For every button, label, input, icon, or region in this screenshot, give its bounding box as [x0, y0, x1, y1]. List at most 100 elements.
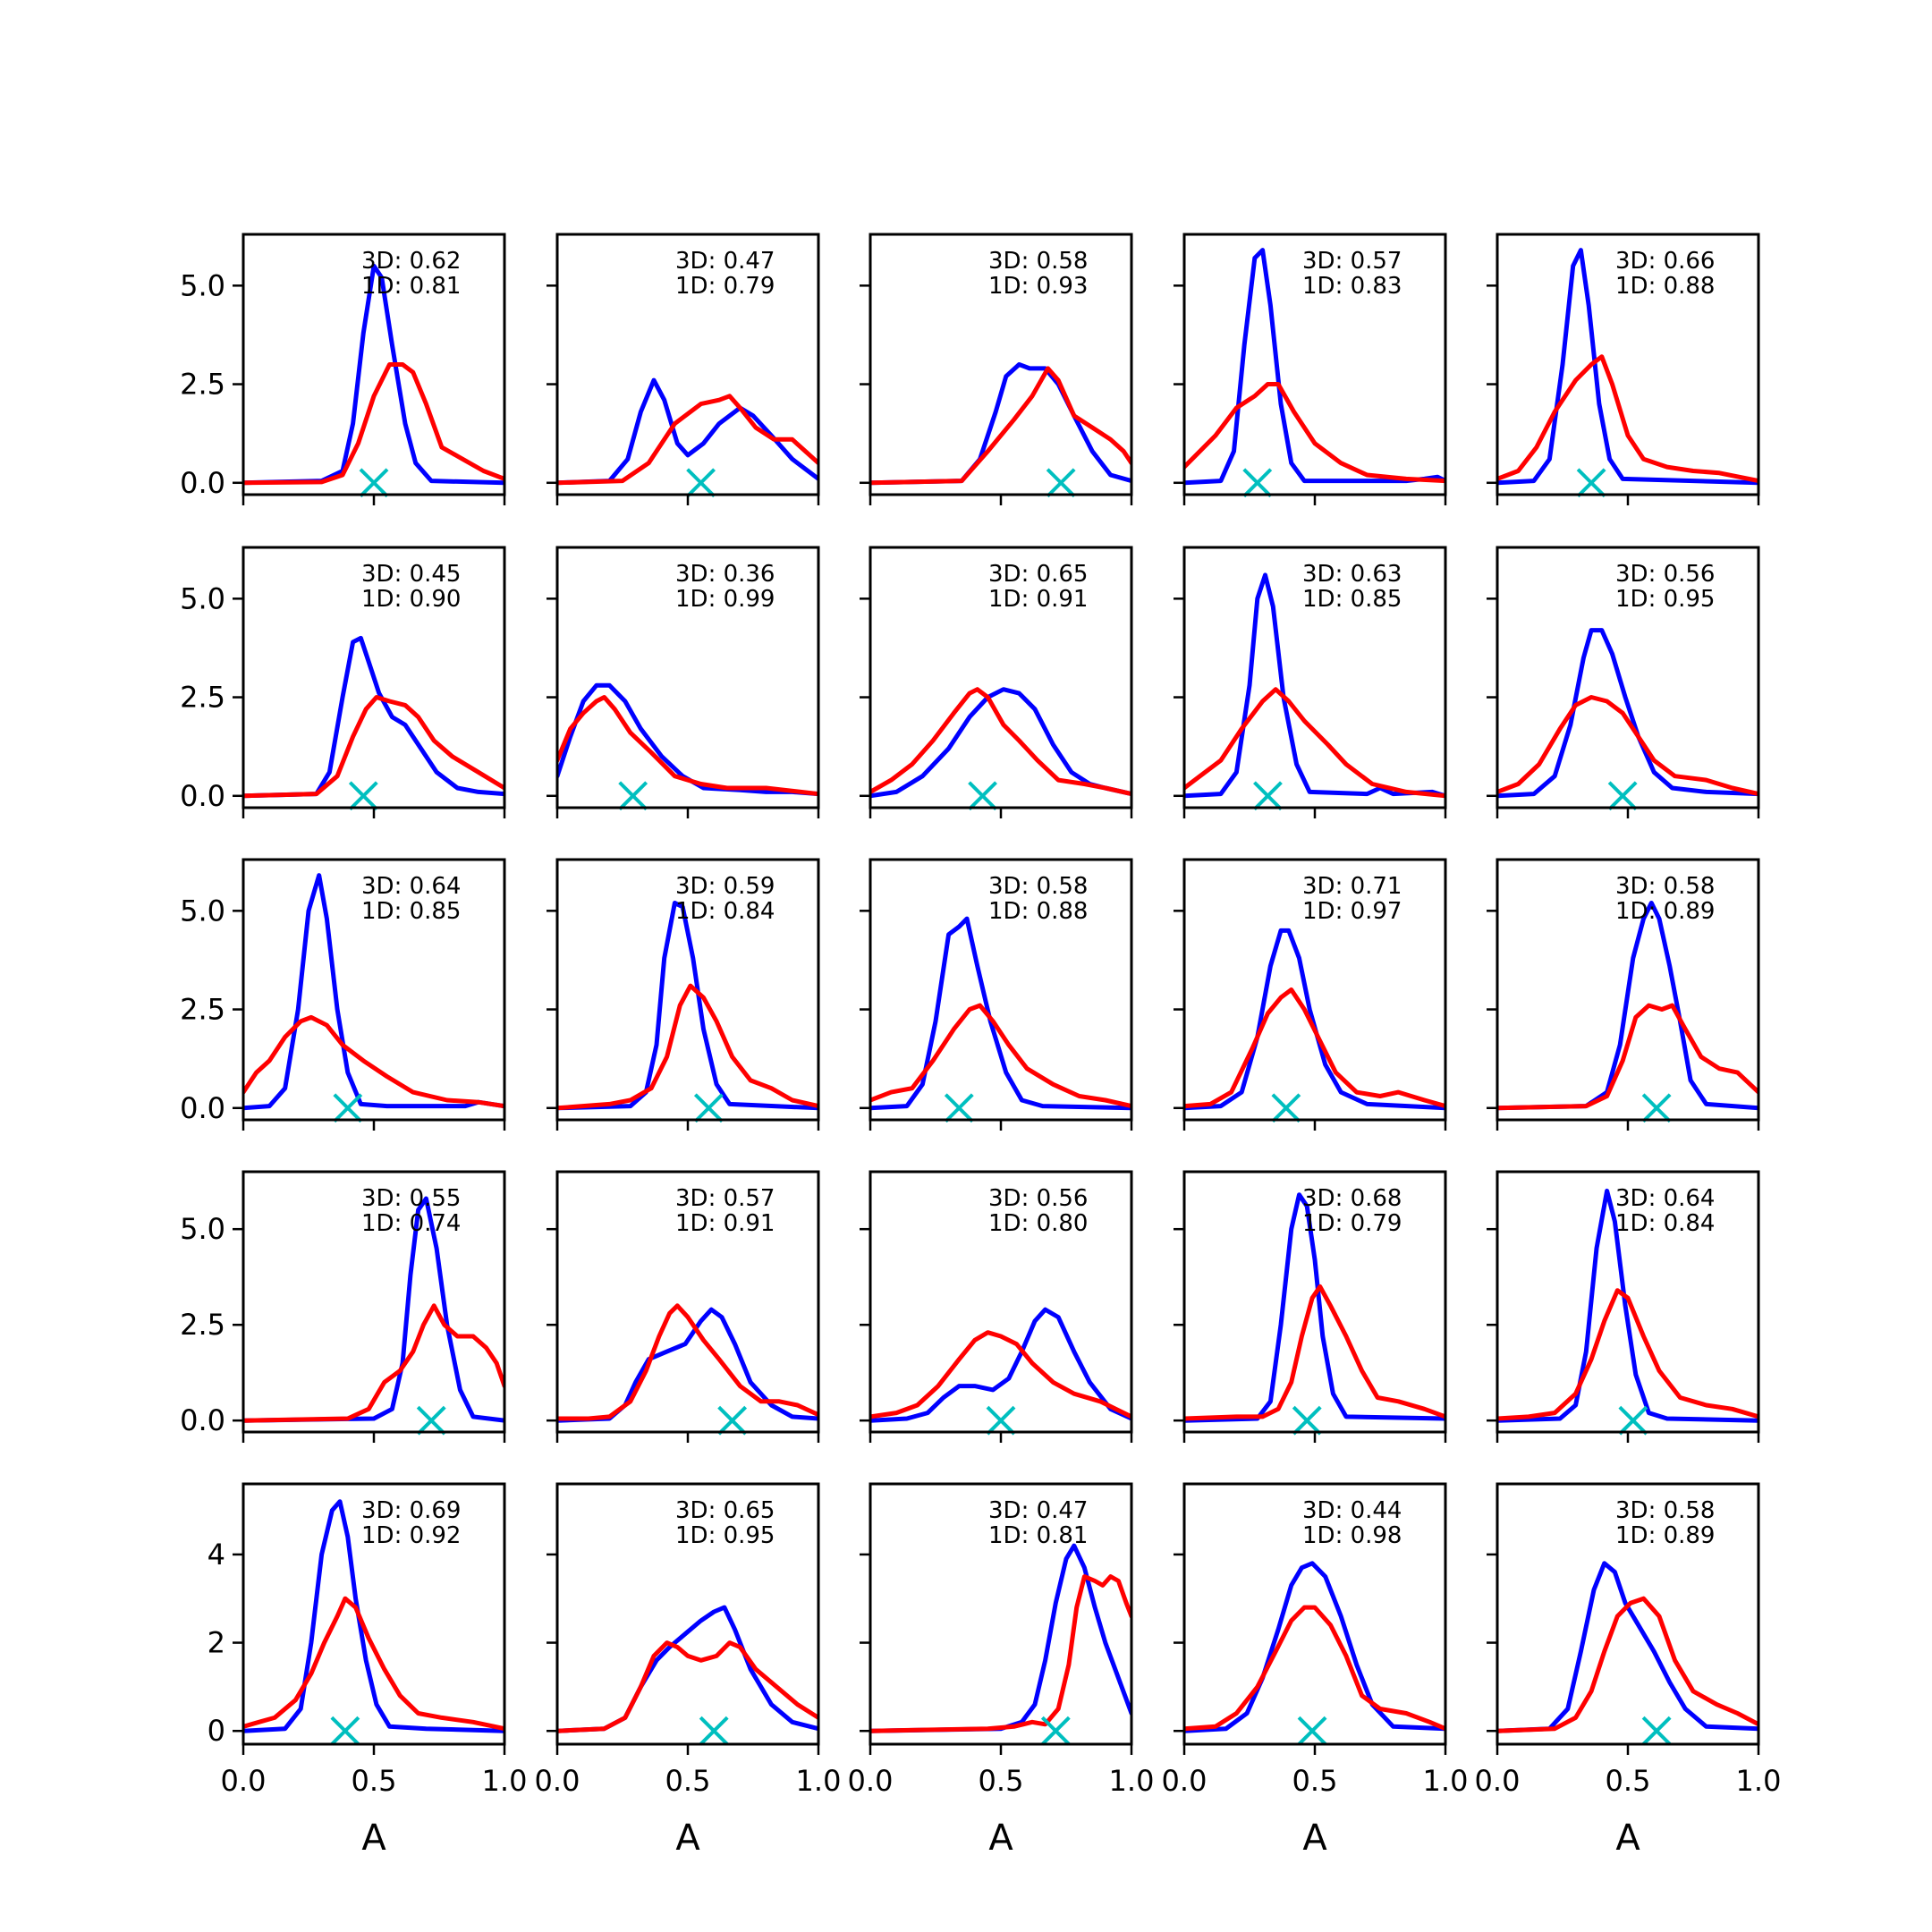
- y-tick-label: 2.5: [180, 681, 225, 715]
- score-annotation: 1D: 0.85: [361, 898, 461, 925]
- score-annotation: 1D: 0.91: [988, 586, 1088, 613]
- series-line-3D: [1497, 901, 1758, 1111]
- score-annotation: 3D: 0.58: [1615, 1497, 1715, 1524]
- x-tick-label: 0.5: [1292, 1764, 1338, 1798]
- score-annotation: 1D: 0.85: [1302, 586, 1402, 613]
- series-line-1D: [243, 1303, 504, 1423]
- score-annotation: 1D: 0.89: [1615, 1522, 1715, 1549]
- marker-x: [1271, 1093, 1301, 1123]
- score-annotation: 3D: 0.58: [988, 873, 1088, 900]
- score-annotation: 3D: 0.47: [988, 1497, 1088, 1524]
- series-line-1D: [1497, 1288, 1758, 1421]
- x-tick-label: 0.5: [1606, 1764, 1651, 1798]
- score-annotation: 1D: 0.83: [1302, 273, 1402, 300]
- series-line-3D: [243, 263, 504, 486]
- score-annotation: 3D: 0.36: [675, 561, 775, 588]
- y-tick-label: 0: [208, 1714, 225, 1748]
- series-line-1D: [557, 394, 818, 486]
- score-annotation: 3D: 0.66: [1615, 248, 1715, 275]
- series-line-3D: [870, 916, 1131, 1111]
- series-line-1D: [1184, 382, 1445, 484]
- series-line-1D: [557, 983, 818, 1111]
- score-annotation: 3D: 0.59: [675, 873, 775, 900]
- y-tick-label: 0.0: [180, 1091, 225, 1125]
- score-annotation: 1D: 0.84: [675, 898, 775, 925]
- series-line-3D: [870, 1307, 1131, 1423]
- series-line-1D: [557, 695, 818, 797]
- score-annotation: 1D: 0.88: [1615, 273, 1715, 300]
- y-tick-label: 5.0: [180, 268, 225, 302]
- score-annotation: 3D: 0.63: [1302, 561, 1402, 588]
- score-annotation: 1D: 0.95: [1615, 586, 1715, 613]
- marker-x: [416, 1405, 446, 1436]
- marker-x: [348, 781, 378, 811]
- x-axis-label: A: [988, 1818, 1013, 1859]
- marker-x: [1641, 1093, 1672, 1123]
- series-line-1D: [1497, 695, 1758, 797]
- y-tick-label: 5.0: [180, 581, 225, 615]
- series-line-3D: [1184, 1561, 1445, 1733]
- x-tick-label: 0.0: [848, 1764, 894, 1798]
- y-tick-label: 2.5: [180, 368, 225, 402]
- score-annotation: 1D: 0.97: [1302, 898, 1402, 925]
- score-annotation: 1D: 0.98: [1302, 1522, 1402, 1549]
- marker-x: [1046, 468, 1076, 498]
- series-line-3D: [243, 635, 504, 799]
- x-tick-label: 0.0: [1475, 1764, 1521, 1798]
- marker-x: [1242, 468, 1273, 498]
- marker-x: [699, 1716, 729, 1746]
- score-annotation: 3D: 0.71: [1302, 873, 1402, 900]
- marker-x: [1040, 1716, 1071, 1746]
- marker-x: [359, 468, 389, 498]
- series-line-1D: [1497, 1596, 1758, 1733]
- y-tick-label: 0.0: [180, 466, 225, 500]
- score-annotation: 3D: 0.56: [988, 1185, 1088, 1212]
- score-annotation: 1D: 0.90: [361, 586, 461, 613]
- series-line-3D: [557, 1605, 818, 1733]
- score-annotation: 3D: 0.58: [1615, 873, 1715, 900]
- series-line-3D: [1497, 1188, 1758, 1423]
- score-annotation: 1D: 0.81: [988, 1522, 1088, 1549]
- marker-x: [330, 1716, 360, 1746]
- marker-x: [1607, 781, 1638, 811]
- x-tick-label: 1.0: [1109, 1764, 1155, 1798]
- x-tick-label: 1.0: [1423, 1764, 1469, 1798]
- score-annotation: 1D: 0.88: [988, 898, 1088, 925]
- marker-x: [618, 781, 648, 811]
- series-line-1D: [870, 1574, 1131, 1733]
- series-line-1D: [870, 1003, 1131, 1109]
- score-annotation: 3D: 0.56: [1615, 561, 1715, 588]
- series-line-3D: [1497, 1561, 1758, 1733]
- series-line-1D: [870, 687, 1131, 797]
- score-annotation: 1D: 0.79: [1302, 1210, 1402, 1237]
- score-annotation: 3D: 0.57: [1302, 248, 1402, 275]
- series-line-1D: [1497, 1003, 1758, 1111]
- x-tick-label: 0.5: [665, 1764, 711, 1798]
- x-tick-label: 0.0: [535, 1764, 580, 1798]
- marker-x: [717, 1405, 748, 1436]
- y-tick-label: 2.5: [180, 993, 225, 1027]
- series-line-1D: [243, 362, 504, 486]
- series-line-1D: [1184, 1284, 1445, 1421]
- score-annotation: 3D: 0.44: [1302, 1497, 1402, 1524]
- score-annotation: 3D: 0.69: [361, 1497, 461, 1524]
- series-line-1D: [243, 695, 504, 799]
- score-annotation: 3D: 0.47: [675, 248, 775, 275]
- score-annotation: 1D: 0.99: [675, 586, 775, 613]
- score-annotation: 1D: 0.84: [1615, 1210, 1715, 1237]
- y-tick-label: 5.0: [180, 894, 225, 928]
- marker-x: [333, 1093, 363, 1123]
